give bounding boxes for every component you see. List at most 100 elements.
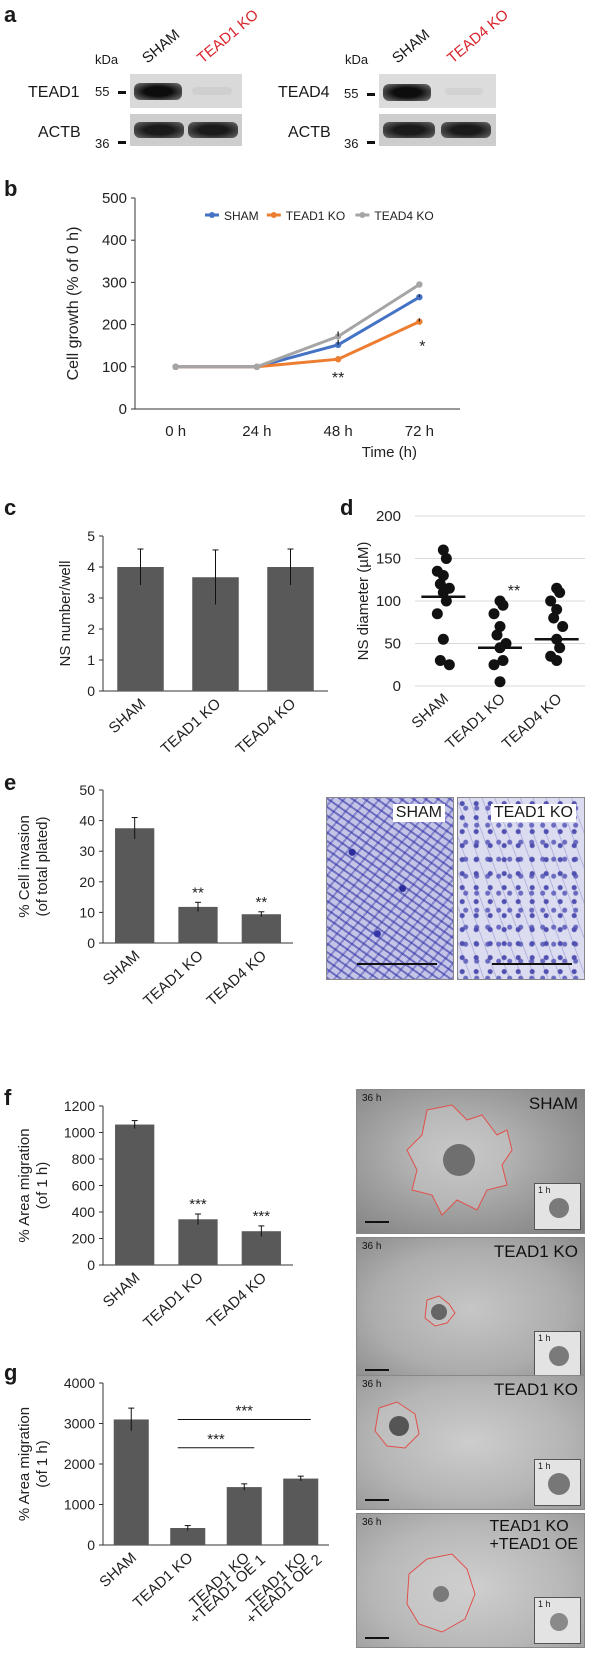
scale-bar [365, 1221, 389, 1223]
scale-bar [365, 1637, 389, 1639]
bar [241, 914, 281, 943]
y-tick-label: 50 [79, 782, 95, 798]
growth-line-chart: 0 100 200 300 400 500 0 h 24 h 48 h 72 h Time (h) C… [65, 190, 460, 461]
blot-strip-actb [130, 114, 242, 146]
data-point [431, 608, 443, 620]
y-tick-label: 40 [79, 813, 95, 829]
invasion-micrograph-sham: SHAM [326, 797, 454, 980]
panel-label-b: b [4, 176, 18, 201]
bar [226, 1487, 262, 1545]
micrograph-label-line2: +TEAD1 OE [489, 1536, 578, 1553]
data-point [554, 587, 566, 598]
migration-micrograph-sham: 36 h SHAM 1 h [356, 1089, 585, 1234]
x-tick-label: TEAD4 KO [233, 695, 300, 757]
data-point [253, 363, 261, 370]
kda-label: kDa [345, 52, 369, 67]
migration-micrograph-tead1-ko: 36 h TEAD1 KO 1 h [356, 1237, 585, 1382]
invasion-micrograph-tead1-ko: TEAD1 KO [457, 797, 585, 980]
y-tick-label: 5 [87, 528, 95, 544]
y-axis-title: % Area migration [16, 1407, 33, 1521]
significance-label: *** [207, 1431, 225, 1448]
y-axis-title: NS number/well [57, 561, 74, 667]
kda-label: kDa [95, 52, 119, 67]
scale-bar [492, 963, 572, 965]
y-axis-title: % Cell invasion [16, 815, 33, 918]
data-point [551, 604, 563, 615]
y-tick-label: 1000 [64, 1497, 95, 1513]
micrograph-label: SHAM [392, 804, 445, 822]
bar [241, 1231, 281, 1265]
legend-marker [359, 212, 366, 218]
y-tick-label: 0 [119, 401, 127, 418]
y-axis-subtitle: (of total plated) [34, 816, 51, 916]
y-tick-label: 600 [72, 1178, 96, 1194]
series-line [175, 283, 421, 369]
x-tick-label: TEAD1 KO [130, 1549, 197, 1611]
migration-outline [424, 1295, 456, 1327]
data-point [334, 333, 342, 340]
bar [170, 1527, 206, 1545]
y-tick-label: 400 [72, 1204, 96, 1220]
x-tick-label: TEAD1 KO [140, 947, 207, 1009]
data-point [440, 553, 452, 564]
time-label: 36 h [362, 1093, 382, 1104]
mw-36: 36 [95, 136, 110, 151]
data-point [434, 655, 446, 666]
significance-label: *** [253, 1208, 271, 1225]
y-axis-title: Cell growth (% of 0 h) [65, 227, 82, 381]
y-axis-title: NS diameter (µM) [355, 542, 372, 661]
blot-row-tead1: TEAD1 [28, 84, 80, 101]
blot-col-sham: SHAM [139, 26, 184, 68]
y-tick-label: 20 [79, 874, 95, 890]
data-point [488, 608, 500, 620]
significance-label: *** [235, 1402, 253, 1419]
x-tick-label: 0 h [165, 423, 186, 440]
y-tick-label: 0 [87, 935, 95, 951]
migration-outline [374, 1401, 420, 1449]
inset-time-label: 1 h [538, 1333, 551, 1343]
y-axis-title: % Area migration [16, 1128, 33, 1242]
x-tick-label: TEAD1 KO [442, 690, 509, 752]
micrograph-label: TEAD1 KO +TEAD1 OE [490, 1518, 578, 1554]
migration-micrograph-g-tead1-oe: 36 h TEAD1 KO +TEAD1 OE 1 h [356, 1513, 585, 1648]
x-axis-title: Time (h) [362, 444, 417, 461]
y-tick-label: 50 [384, 636, 401, 653]
bar [267, 567, 314, 691]
data-point [334, 341, 342, 349]
micrograph-label-line1: TEAD1 KO [489, 1518, 569, 1535]
y-tick-label: 4000 [64, 1375, 95, 1391]
blot-col-tead1-ko: TEAD1 KO [194, 6, 262, 67]
blot-strip-actb [379, 114, 496, 146]
y-axis-subtitle: (of 1 h) [34, 1440, 51, 1488]
bar [115, 1124, 155, 1265]
y-tick-label: 100 [376, 593, 401, 610]
bar [117, 567, 164, 691]
blot-strip-tead1 [130, 74, 242, 108]
y-tick-label: 2 [87, 621, 95, 637]
mw-36: 36 [344, 136, 359, 151]
bar [115, 828, 155, 943]
blot-col-tead4-ko: TEAD4 KO [444, 6, 512, 67]
significance-label: ** [508, 583, 520, 600]
blot-col-sham: SHAM [389, 26, 434, 68]
migration-outline [406, 1104, 513, 1216]
y-tick-label: 100 [102, 359, 127, 376]
ns-number-bar-chart: 0 1 2 3 4 5 SHAM TEAD1 KO TEAD4 KO NS number/well [57, 528, 328, 758]
micrograph-label: TEAD1 KO [493, 1242, 578, 1261]
data-point [551, 655, 563, 666]
x-tick-label: TEAD4 KO [204, 947, 271, 1009]
y-tick-label: 0 [87, 683, 95, 699]
y-tick-label: 30 [79, 843, 95, 859]
data-point [437, 544, 449, 556]
y-tick-label: 200 [102, 317, 127, 334]
x-tick-label: TEAD4 KO [499, 690, 566, 752]
y-tick-label: 800 [72, 1151, 96, 1167]
legend-marker [270, 212, 277, 218]
migration-outline [406, 1553, 476, 1633]
time-label: 36 h [362, 1517, 382, 1528]
data-point [494, 621, 506, 632]
significance-label: ** [255, 894, 267, 911]
blot-row-tead4: TEAD4 [278, 84, 330, 101]
y-tick-label: 500 [102, 190, 127, 207]
data-point [334, 356, 342, 363]
